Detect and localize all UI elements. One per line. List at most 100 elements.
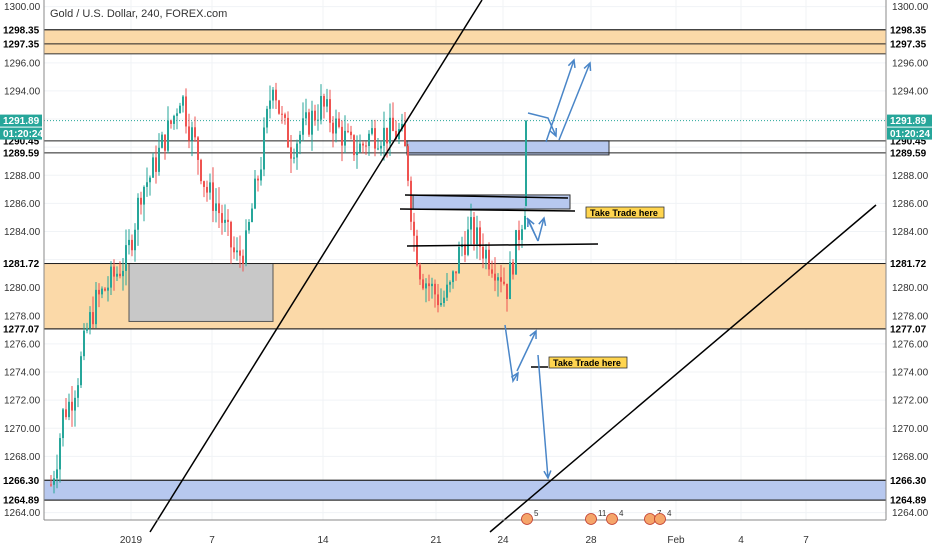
candle-body [233, 247, 235, 253]
candle-body [176, 113, 178, 116]
right-price-level-tag: 1277.07 [890, 324, 927, 335]
economic-event-icon[interactable] [585, 513, 597, 525]
trade-annotation-box[interactable] [548, 356, 628, 369]
candle-body [371, 128, 373, 134]
candle-body [50, 484, 52, 486]
candle-body [464, 244, 466, 255]
candle-body [386, 127, 388, 144]
right-price-level-tag: 1289.59 [890, 148, 927, 159]
right-price-level-tag-bg [887, 23, 932, 36]
candle-body [314, 110, 316, 121]
economic-event-count: 4 [619, 509, 624, 518]
candle-body [389, 117, 391, 144]
trade-annotation-box[interactable] [585, 206, 665, 219]
left-price-level-tag: 1281.72 [3, 259, 40, 270]
projection-arrow-head [567, 58, 576, 69]
candle-body [275, 89, 277, 101]
right-axis-tick-label: 1268.00 [892, 452, 929, 463]
projection-arrow [516, 330, 537, 372]
left-price-level-tag-bg [0, 322, 42, 335]
candle-body [299, 134, 301, 144]
candle-body [98, 289, 100, 295]
candle-body [488, 249, 490, 270]
right-axis-tick-label: 1274.00 [892, 368, 929, 379]
candle-body [380, 145, 382, 149]
candle-body [74, 397, 76, 411]
candle-body [431, 283, 433, 287]
economic-event-icon[interactable] [606, 513, 618, 525]
projection-arrow-head [543, 470, 552, 480]
candle-body [446, 284, 448, 298]
candle-body [320, 96, 322, 120]
candle-body [83, 330, 85, 357]
candle-body [119, 273, 121, 277]
right-price-level-tag: 1298.35 [890, 25, 927, 36]
economic-event-icon[interactable] [521, 513, 533, 525]
candle-body [293, 157, 295, 159]
candle-body [251, 208, 253, 223]
candle-body [149, 177, 151, 183]
candle-body [218, 203, 220, 214]
candle-body [317, 119, 319, 121]
candle-body [197, 137, 199, 160]
left-price-level-tag-bg [0, 23, 42, 36]
left-price-level-tag-bg [0, 257, 42, 270]
right-price-level-tag: 1266.30 [890, 476, 927, 487]
candle-body [194, 127, 196, 138]
x-axis-tick-label: 7 [209, 535, 215, 546]
candle-body [479, 227, 481, 247]
left-axis-tick-label: 1272.00 [4, 396, 41, 407]
candle-body [122, 270, 124, 277]
candle-body [425, 283, 427, 289]
candle-body [161, 134, 163, 148]
candle-body [470, 217, 472, 230]
candle-body [455, 271, 457, 274]
candle-body [473, 217, 475, 245]
candle-body [203, 181, 205, 187]
candle-body [245, 230, 247, 264]
candle-body [272, 89, 274, 101]
candle-body [323, 96, 325, 107]
candle-body [227, 219, 229, 222]
candle-body [422, 279, 424, 289]
economic-event-icon[interactable] [644, 513, 656, 525]
economic-event-count: 5 [534, 509, 539, 518]
projection-arrow-head [510, 371, 519, 382]
right-price-level-tag: 1290.45 [890, 136, 927, 147]
candle-body [221, 213, 223, 223]
economic-event-icon[interactable] [654, 513, 666, 525]
supply-box-middle [412, 194, 571, 210]
trendline-ascending-right [489, 204, 877, 533]
candle-body [329, 99, 331, 123]
candles [50, 82, 527, 494]
right-axis-tick-label: 1286.00 [892, 199, 929, 210]
projection-arrow-head [529, 329, 537, 340]
candle-body [494, 273, 496, 281]
left-axis-tick-label: 1264.00 [4, 508, 41, 519]
candle-body [404, 123, 406, 147]
right-axis-tick-label: 1300.00 [892, 2, 929, 13]
candle-body [434, 283, 436, 295]
candle-body [467, 229, 469, 255]
candle-body [452, 271, 454, 283]
candle-body [290, 147, 292, 159]
candle-body [428, 283, 430, 287]
candle-body [116, 273, 118, 277]
candle-body [518, 230, 520, 240]
candle-body [497, 277, 499, 281]
candle-body [359, 143, 361, 152]
x-axis-tick-label: 14 [317, 535, 329, 546]
candle-body [212, 182, 214, 211]
candle-body [449, 282, 451, 285]
candle-body [92, 312, 94, 325]
candle-body [125, 245, 127, 271]
left-price-level-tag-bg [0, 146, 42, 159]
range-line-middle [399, 208, 576, 212]
right-axis-tick-label: 1270.00 [892, 424, 929, 435]
left-axis-tick-label: 1270.00 [4, 424, 41, 435]
left-price-level-tag: 1289.59 [3, 148, 40, 159]
right-price-level-tag: 1281.72 [890, 259, 927, 270]
candle-body [440, 302, 442, 306]
